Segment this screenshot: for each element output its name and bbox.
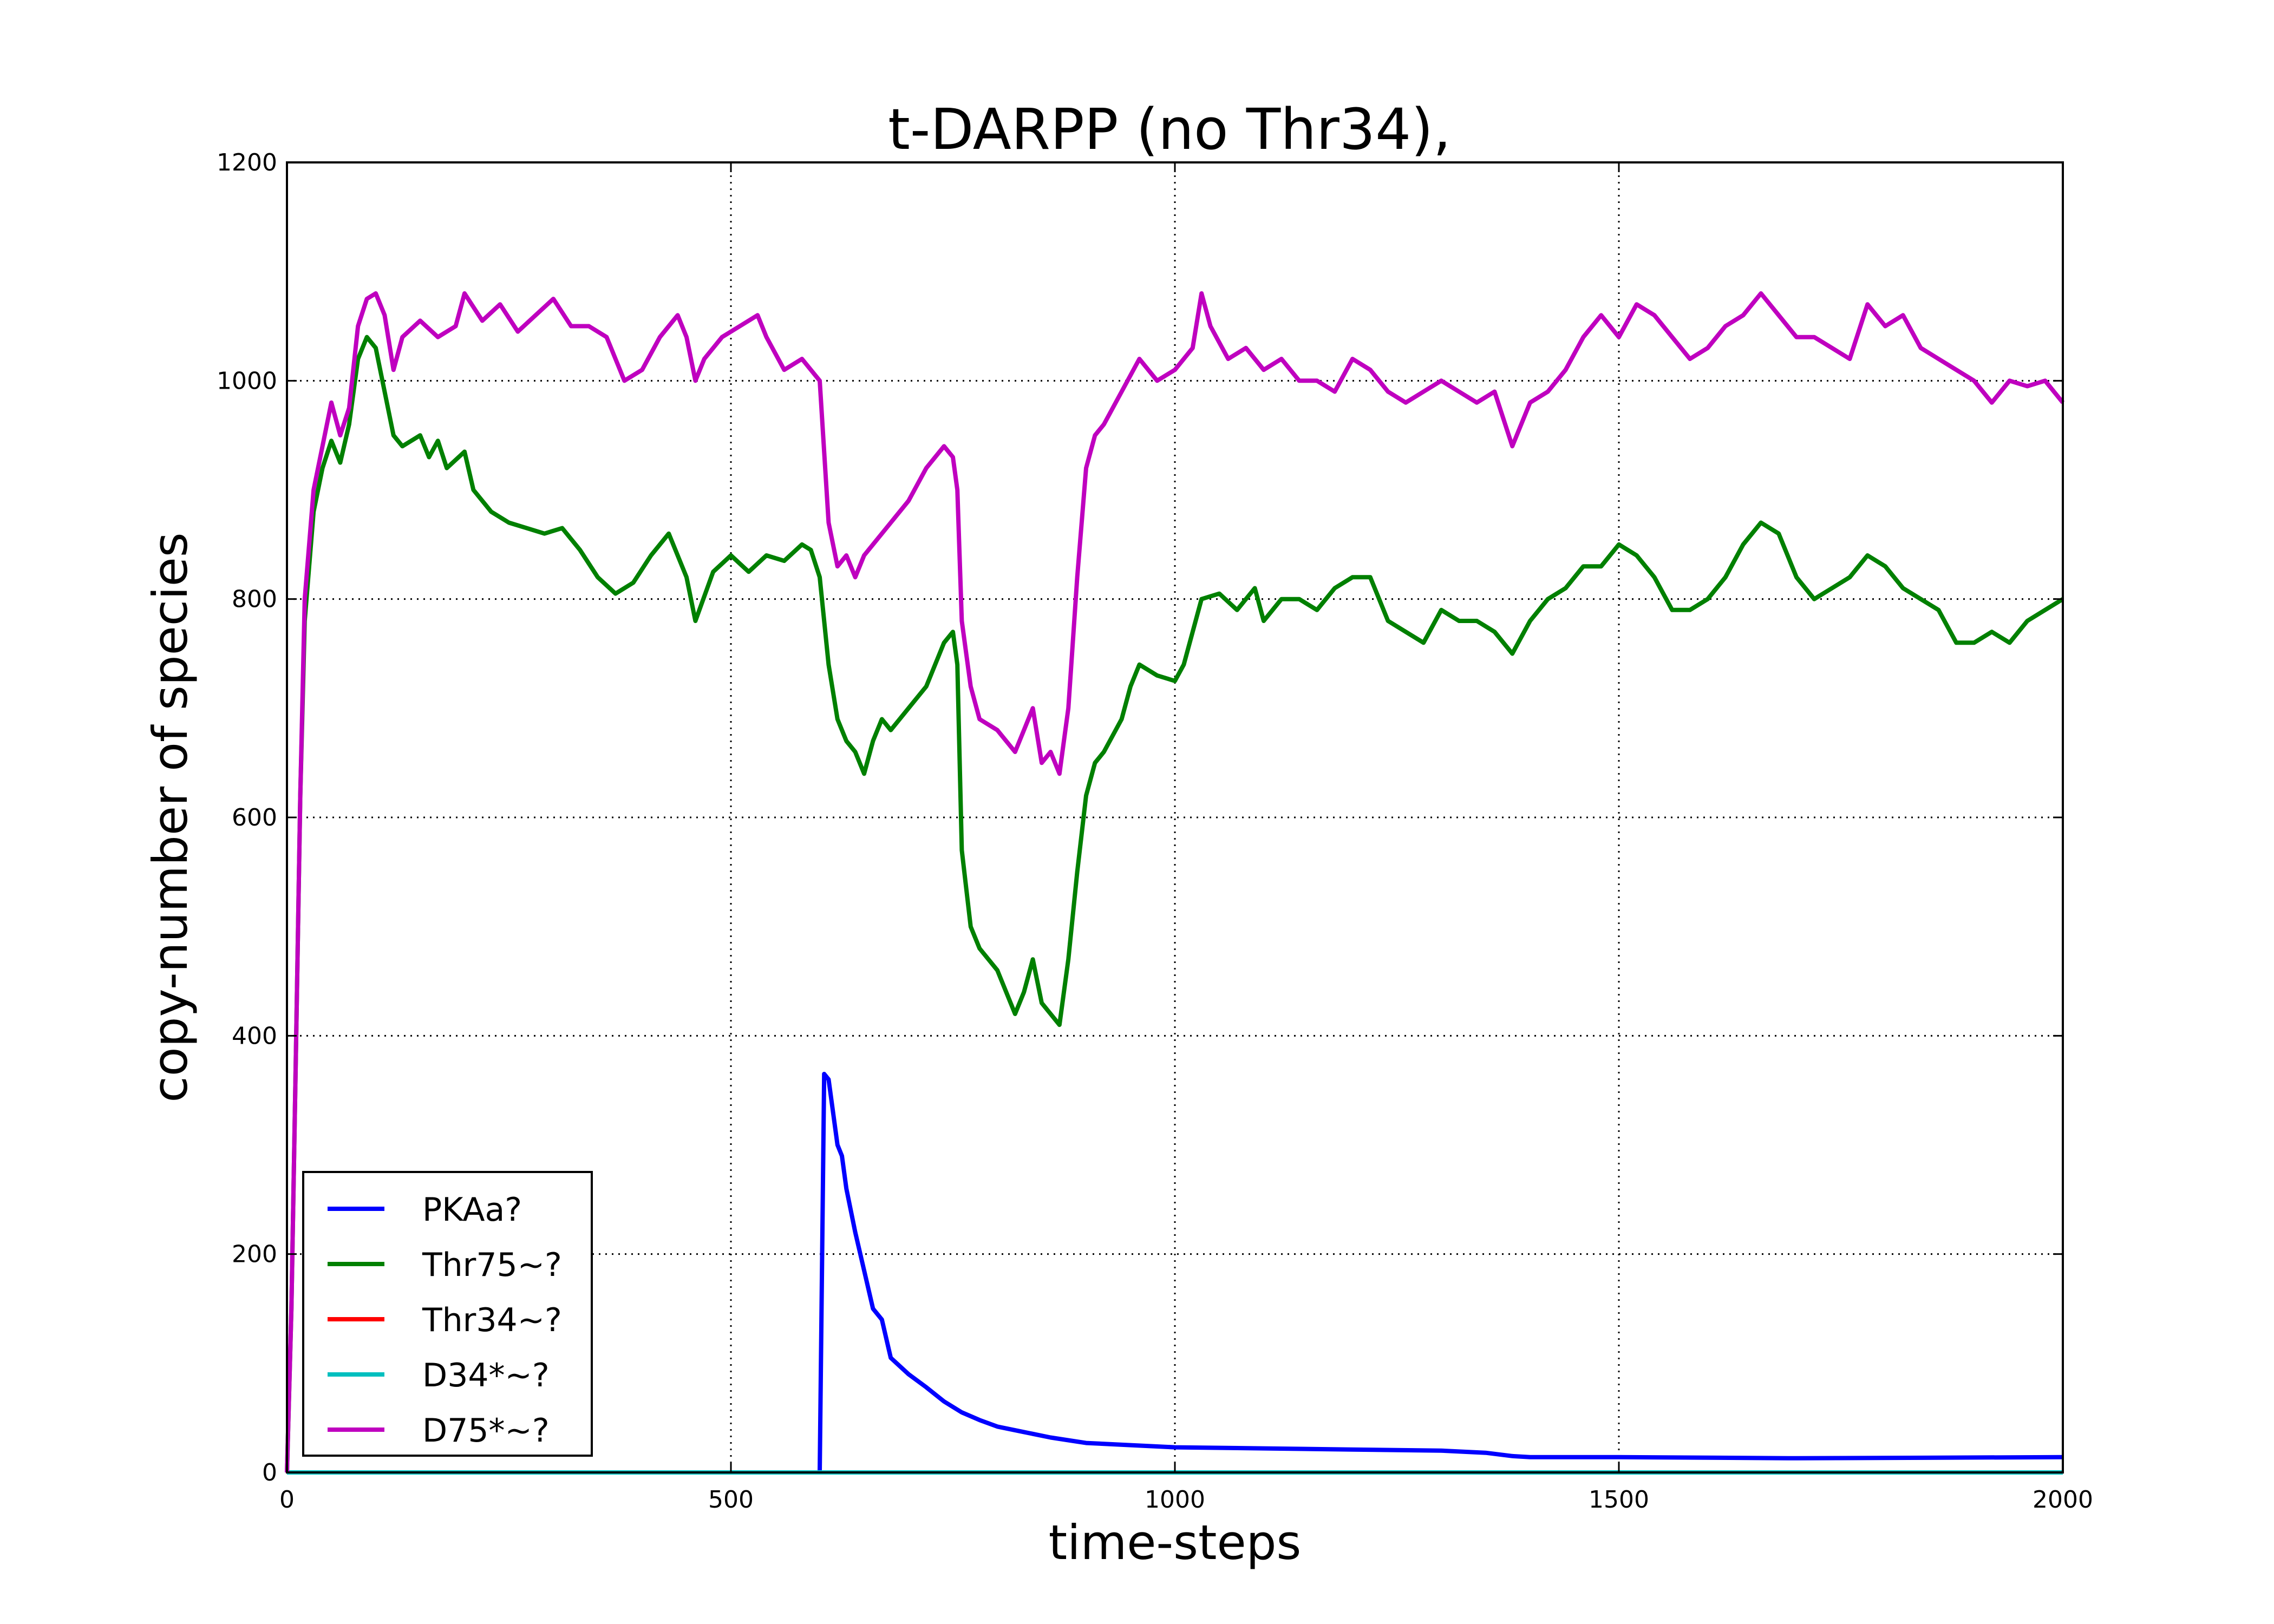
- chart-title: t-DARPP (no Thr34),: [888, 96, 1451, 162]
- y-tick-label: 400: [232, 1022, 277, 1050]
- x-tick-label: 1500: [1589, 1486, 1649, 1514]
- y-tick-label: 200: [232, 1241, 277, 1268]
- x-axis-label: time-steps: [1049, 1515, 1302, 1570]
- y-tick-label: 600: [232, 804, 277, 831]
- series-line-pkaa: [287, 1071, 2063, 1475]
- series-line-d75: [285, 291, 2065, 1473]
- x-tick-label: 2000: [2033, 1486, 2093, 1514]
- legend-label-pkaa: PKAa?: [422, 1191, 522, 1229]
- y-tick-label: 1000: [217, 367, 277, 395]
- legend: PKAa? Thr75~? Thr34~? D34*~? D75*~?: [302, 1171, 593, 1457]
- series-line-thr75: [285, 335, 2064, 1473]
- y-tick-label: 1200: [217, 149, 277, 176]
- legend-label-d75: D75*~?: [422, 1412, 550, 1450]
- legend-label-d34: D34*~?: [422, 1357, 550, 1394]
- x-tick-label: 1000: [1145, 1486, 1205, 1514]
- x-tick-label: 500: [708, 1486, 754, 1514]
- y-tick-label: 800: [232, 586, 277, 613]
- y-tick-label: 0: [262, 1459, 277, 1487]
- legend-label-thr75: Thr75~?: [422, 1246, 562, 1284]
- axis-ticks: 0 500 1000 1500 2000 0 200 400 600 800 1000 1200: [217, 149, 2093, 1514]
- y-axis-label: copy-number of species: [142, 532, 198, 1102]
- x-tick-label: 0: [279, 1486, 295, 1514]
- legend-box: [302, 1171, 593, 1457]
- legend-label-thr34: Thr34~?: [422, 1301, 562, 1339]
